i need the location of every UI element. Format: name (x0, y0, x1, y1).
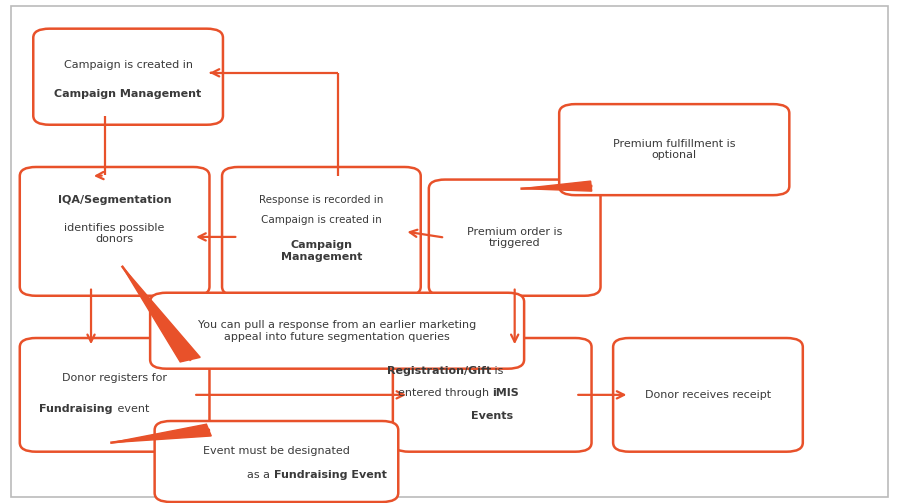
Text: IQA/Segmentation: IQA/Segmentation (58, 195, 172, 205)
FancyBboxPatch shape (33, 29, 223, 125)
Text: entered through: entered through (397, 388, 493, 398)
FancyBboxPatch shape (429, 180, 601, 296)
FancyBboxPatch shape (559, 104, 789, 195)
Text: Donor receives receipt: Donor receives receipt (645, 390, 771, 400)
Polygon shape (111, 424, 211, 443)
Text: Fundraising: Fundraising (40, 404, 113, 414)
Text: Fundraising Event: Fundraising Event (273, 470, 387, 480)
Polygon shape (122, 267, 200, 362)
Text: Campaign
Management: Campaign Management (280, 240, 362, 262)
Text: iMIS: iMIS (493, 388, 519, 398)
FancyBboxPatch shape (613, 338, 803, 452)
Text: Campaign Management: Campaign Management (55, 89, 201, 99)
FancyBboxPatch shape (20, 338, 209, 452)
FancyBboxPatch shape (393, 338, 592, 452)
Text: as a: as a (247, 470, 273, 480)
FancyBboxPatch shape (20, 167, 209, 296)
Text: Premium order is
triggered: Premium order is triggered (467, 227, 563, 248)
FancyBboxPatch shape (150, 293, 524, 369)
Polygon shape (521, 181, 592, 191)
Text: Event must be designated: Event must be designated (203, 446, 350, 456)
Text: You can pull a response from an earlier marketing
appeal into future segmentatio: You can pull a response from an earlier … (198, 320, 476, 342)
FancyBboxPatch shape (155, 421, 398, 502)
Text: Campaign is created in: Campaign is created in (261, 215, 382, 225)
Text: is: is (491, 366, 503, 376)
Text: event: event (113, 404, 149, 414)
FancyBboxPatch shape (222, 167, 421, 296)
Text: Registration/Gift: Registration/Gift (387, 366, 491, 376)
Text: identifies possible
donors: identifies possible donors (65, 223, 165, 244)
Text: Campaign is created in: Campaign is created in (64, 60, 192, 70)
Text: Events: Events (471, 411, 513, 421)
Text: Donor registers for: Donor registers for (62, 373, 167, 383)
Text: Premium fulfillment is
optional: Premium fulfillment is optional (613, 139, 735, 160)
Text: Response is recorded in: Response is recorded in (259, 195, 384, 205)
